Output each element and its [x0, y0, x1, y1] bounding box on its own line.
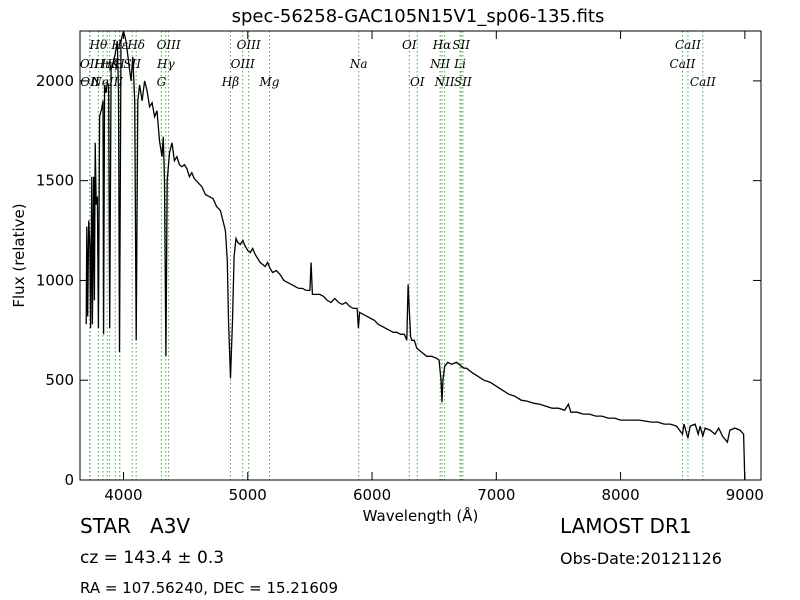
line-marker-label: Li	[453, 57, 466, 71]
observation-date: Obs-Date:20121126	[560, 549, 722, 568]
line-marker-label: OIII	[157, 38, 181, 52]
line-marker-label: OII	[80, 57, 100, 71]
line-marker-label: CaII	[675, 38, 701, 52]
line-marker-label: Hγ	[156, 57, 175, 71]
line-marker-label: Hζ	[100, 57, 119, 71]
line-marker-label: NII	[434, 75, 455, 89]
axis-ticks: 4000 5000 6000 7000 8000 9000 0 500 1000 1500 2000	[36, 31, 764, 504]
line-marker-label: OI	[410, 75, 425, 89]
line-marker-label: NII	[429, 57, 450, 71]
x-axis-label: Wavelength (Å)	[363, 506, 479, 525]
line-marker-label: G	[157, 75, 167, 89]
classification-text: STAR A3V	[80, 514, 191, 538]
y-axis-label: Flux (relative)	[10, 203, 28, 307]
y-tick-label: 0	[64, 471, 74, 489]
line-marker-label: H	[113, 57, 125, 71]
line-marker-label: OII	[80, 75, 100, 89]
x-tick-label: 9000	[726, 486, 764, 504]
x-tick-label: 6000	[353, 486, 391, 504]
x-tick-label: 4000	[104, 486, 142, 504]
line-marker-label: Mg	[259, 75, 280, 89]
line-marker-label: K	[110, 57, 121, 71]
line-marker-label: Hη	[93, 57, 112, 71]
survey-name: LAMOST DR1	[560, 514, 692, 538]
x-tick-label: 7000	[477, 486, 515, 504]
line-marker-label: Hε	[110, 38, 128, 52]
coordinates-text: RA = 107.56240, DEC = 15.21609	[80, 579, 339, 597]
spectrum-line	[85, 30, 746, 481]
y-tick-label: 500	[45, 371, 74, 389]
redshift-text: cz = 143.4 ± 0.3	[80, 548, 225, 568]
line-marker-label: Na	[349, 57, 368, 71]
line-marker-label: Hβ	[221, 75, 239, 89]
line-marker-label: Hδ	[126, 38, 145, 52]
line-marker-label: OIII	[231, 57, 255, 71]
chart-title: spec-56258-GAC105N15V1_sp06-135.fits	[231, 6, 605, 27]
line-marker-label: OI	[402, 38, 417, 52]
y-tick-label: 2000	[36, 72, 74, 90]
y-tick-label: 1000	[36, 271, 74, 289]
line-marker-label: Hα	[432, 38, 452, 52]
line-marker-label: SII	[454, 75, 472, 89]
plot-frame	[79, 30, 762, 481]
x-tick-label: 5000	[229, 486, 267, 504]
line-marker-label: SII	[452, 38, 470, 52]
line-marker-label: Hθ	[89, 38, 108, 52]
y-tick-label: 1500	[36, 172, 74, 190]
spectral-line-markers	[89, 31, 704, 480]
line-marker-label: OIII	[237, 38, 261, 52]
x-tick-label: 8000	[601, 486, 639, 504]
line-marker-label: CaII	[690, 75, 716, 89]
line-marker-label: CaII	[670, 57, 696, 71]
